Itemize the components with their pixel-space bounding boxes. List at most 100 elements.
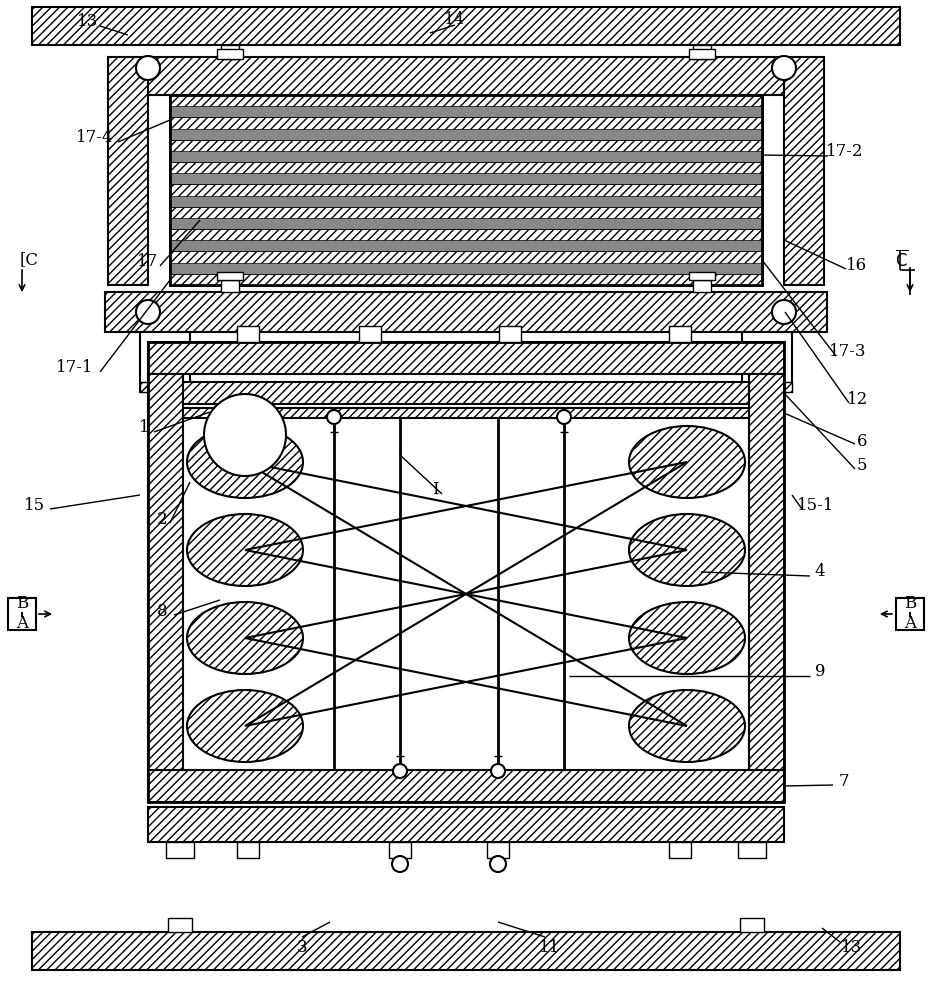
Bar xyxy=(166,842,194,858)
Bar xyxy=(669,842,691,858)
Text: 11: 11 xyxy=(540,940,561,956)
Bar xyxy=(170,95,762,106)
Text: 16: 16 xyxy=(845,256,867,273)
Bar xyxy=(148,374,183,770)
Text: 17-3: 17-3 xyxy=(829,344,867,360)
Bar xyxy=(170,251,762,263)
Bar xyxy=(693,45,711,59)
Text: B: B xyxy=(16,595,28,612)
Bar xyxy=(105,292,827,332)
Bar xyxy=(689,272,715,280)
Bar xyxy=(148,770,784,802)
Ellipse shape xyxy=(629,514,745,586)
Bar xyxy=(170,117,762,129)
Bar xyxy=(742,382,792,392)
Text: 6: 6 xyxy=(857,434,868,450)
Bar xyxy=(32,932,900,970)
Bar xyxy=(183,382,749,404)
Bar xyxy=(140,382,190,392)
Text: 5: 5 xyxy=(857,456,868,474)
Text: 3: 3 xyxy=(296,940,308,956)
Text: 13: 13 xyxy=(842,940,863,956)
Text: 1: 1 xyxy=(139,420,149,436)
Text: 17: 17 xyxy=(137,253,158,270)
Bar xyxy=(499,326,521,342)
Bar xyxy=(487,842,509,858)
Ellipse shape xyxy=(187,514,303,586)
Text: A: A xyxy=(904,615,916,633)
Circle shape xyxy=(136,300,160,324)
Bar xyxy=(183,408,749,418)
Text: 15-1: 15-1 xyxy=(797,497,835,514)
Ellipse shape xyxy=(629,690,745,762)
Bar xyxy=(170,95,762,285)
Bar xyxy=(217,272,243,280)
Bar xyxy=(170,274,762,285)
Text: 9: 9 xyxy=(815,664,825,680)
Text: 17-2: 17-2 xyxy=(827,143,864,160)
Text: 8: 8 xyxy=(157,603,168,620)
Bar xyxy=(148,342,784,374)
Text: 7: 7 xyxy=(839,774,849,790)
Bar xyxy=(170,207,762,218)
Bar xyxy=(170,95,762,285)
Bar xyxy=(170,218,762,229)
Bar xyxy=(784,57,824,285)
Bar xyxy=(8,598,36,630)
Ellipse shape xyxy=(187,426,303,498)
Circle shape xyxy=(772,56,796,80)
Circle shape xyxy=(327,410,341,424)
Bar xyxy=(140,332,190,392)
Bar xyxy=(170,173,762,184)
Text: 4: 4 xyxy=(815,564,826,580)
Circle shape xyxy=(392,856,408,872)
Bar xyxy=(221,45,239,59)
Circle shape xyxy=(204,394,286,476)
Bar xyxy=(742,332,792,392)
Bar xyxy=(170,151,762,162)
Text: [C: [C xyxy=(20,251,39,268)
Bar xyxy=(738,842,766,858)
Bar xyxy=(148,342,784,802)
Text: 15: 15 xyxy=(24,497,46,514)
Ellipse shape xyxy=(629,602,745,674)
Bar xyxy=(740,918,764,932)
Bar xyxy=(693,280,711,292)
Ellipse shape xyxy=(187,690,303,762)
Circle shape xyxy=(136,56,160,80)
Bar xyxy=(237,842,259,858)
Text: $\overline{\rm C}$: $\overline{\rm C}$ xyxy=(895,250,909,270)
Bar xyxy=(221,280,239,292)
Bar xyxy=(170,184,762,196)
Bar xyxy=(170,140,762,151)
Bar xyxy=(217,49,243,59)
Bar xyxy=(170,229,762,240)
Bar xyxy=(237,326,259,342)
Circle shape xyxy=(393,764,407,778)
Bar xyxy=(32,7,900,45)
Bar xyxy=(389,842,411,858)
Text: B: B xyxy=(904,595,916,612)
Bar xyxy=(108,57,148,285)
Bar xyxy=(170,162,762,173)
Bar xyxy=(359,326,381,342)
Bar xyxy=(170,263,762,274)
Text: 12: 12 xyxy=(847,391,869,408)
Circle shape xyxy=(772,300,796,324)
Circle shape xyxy=(491,764,505,778)
Bar xyxy=(170,129,762,140)
Bar xyxy=(148,807,784,842)
Bar xyxy=(170,106,762,117)
Bar xyxy=(689,49,715,59)
Bar xyxy=(148,57,784,95)
Bar xyxy=(168,918,192,932)
Bar xyxy=(749,374,784,770)
Bar xyxy=(170,196,762,207)
Ellipse shape xyxy=(187,602,303,674)
Circle shape xyxy=(490,856,506,872)
Bar xyxy=(669,326,691,342)
Text: 17-1: 17-1 xyxy=(56,360,94,376)
Bar xyxy=(896,598,924,630)
Text: 17-4: 17-4 xyxy=(76,129,114,146)
Ellipse shape xyxy=(629,426,745,498)
